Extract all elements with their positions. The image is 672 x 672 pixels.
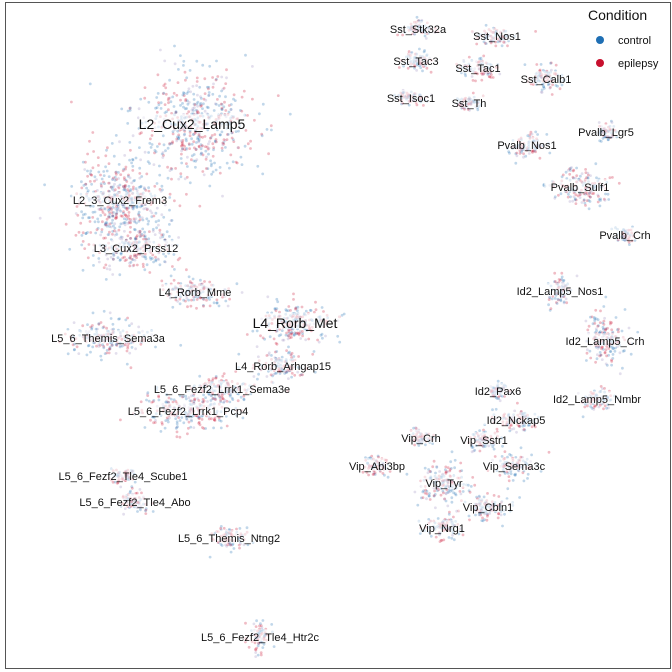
cluster-label-Sst_Nos1: Sst_Nos1 [470, 28, 524, 43]
cluster-label-text: L5_6_Themis_Ntng2 [178, 533, 280, 545]
legend-marker-control [596, 36, 604, 44]
cluster-label-text: L5_6_Fezf2_Tle4_Abo [79, 497, 190, 509]
cluster-label-text: Id2_Lamp5_Nmbr [553, 394, 641, 406]
cluster-label-text: Vip_Cbln1 [463, 502, 514, 514]
cluster-label-text: Sst_Stk32a [390, 24, 447, 36]
cluster-label-text: Id2_Nckap5 [487, 415, 546, 427]
cluster-label-text: Pvalb_Sulf1 [551, 182, 610, 194]
plot-frame [5, 2, 671, 669]
legend-title: Condition [588, 7, 647, 23]
cluster-label-Pvalb_Lgr5: Pvalb_Lgr5 [573, 124, 639, 139]
cluster-label-text: Vip_Tyr [425, 478, 462, 490]
cluster-label-L4_Rorb_Met: L4_Rorb_Met [249, 312, 341, 331]
cluster-label-text: Pvalb_Nos1 [497, 140, 556, 152]
cluster-label-Id2_Lamp5_Crh: Id2_Lamp5_Crh [563, 333, 648, 348]
cluster-label-text: L2_3_Cux2_Frem3 [73, 195, 167, 207]
cluster-label-L5_6_Fezf2_Lrrk1_Sema3e: L5_6_Fezf2_Lrrk1_Sema3e [149, 381, 295, 396]
cluster-label-Sst_Calb1: Sst_Calb1 [516, 71, 576, 86]
cluster-label-Vip_Sstr1: Vip_Sstr1 [454, 432, 514, 447]
cluster-label-text: L2_Cux2_Lamp5 [139, 116, 246, 132]
cluster-label-Sst_Tac3: Sst_Tac3 [389, 53, 443, 68]
cluster-label-L5_6_Themis_Sema3a: L5_6_Themis_Sema3a [50, 330, 166, 345]
cluster-label-Sst_Isoc1: Sst_Isoc1 [381, 90, 441, 105]
cluster-label-text: Id2_Lamp5_Nos1 [517, 286, 604, 298]
cluster-label-text: Pvalb_Lgr5 [578, 127, 634, 139]
cluster-label-Vip_Cbln1: Vip_Cbln1 [458, 499, 518, 514]
cluster-label-L2_3_Cux2_Frem3: L2_3_Cux2_Frem3 [71, 192, 169, 207]
cluster-label-L3_Cux2_Prss12: L3_Cux2_Prss12 [90, 240, 182, 255]
cluster-label-text: L5_6_Fezf2_Lrrk1_Pcp4 [128, 406, 248, 418]
cluster-label-text: L4_Rorb_Met [253, 315, 338, 331]
cluster-label-text: L4_Rorb_Mme [159, 287, 232, 299]
cluster-label-text: L5_6_Themis_Sema3a [51, 333, 166, 345]
cluster-label-L2_Cux2_Lamp5: L2_Cux2_Lamp5 [139, 113, 246, 132]
cluster-label-Sst_Th: Sst_Th [448, 95, 490, 110]
cluster-labels: L2_Cux2_Lamp5 L2_3_Cux2_Frem3 L3_Cux2_Prss… [50, 21, 655, 644]
cluster-label-Vip_Nrg1: Vip_Nrg1 [415, 520, 469, 535]
legend-label-control: control [618, 35, 651, 47]
cluster-label-Pvalb_Nos1: Pvalb_Nos1 [494, 137, 560, 152]
cluster-label-Sst_Tac1: Sst_Tac1 [451, 60, 505, 75]
cluster-label-Id2_Nckap5: Id2_Nckap5 [483, 412, 549, 427]
cluster-label-L5_6_Fezf2_Tle4_Htr2c: L5_6_Fezf2_Tle4_Htr2c [193, 629, 327, 644]
cluster-label-text: Sst_Th [452, 98, 487, 110]
cluster-label-Vip_Tyr: Vip_Tyr [420, 475, 468, 490]
cluster-label-text: Vip_Sstr1 [460, 435, 508, 447]
cluster-label-text: Sst_Tac3 [393, 56, 438, 68]
cluster-label-Pvalb_Crh: Pvalb_Crh [595, 227, 655, 242]
cluster-label-text: L5_6_Fezf2_Lrrk1_Sema3e [154, 384, 290, 396]
cluster-label-text: L3_Cux2_Prss12 [94, 243, 178, 255]
cluster-label-Id2_Lamp5_Nmbr: Id2_Lamp5_Nmbr [551, 391, 643, 406]
cluster-label-text: Vip_Sema3c [483, 461, 546, 473]
cluster-label-text: Sst_Calb1 [521, 74, 572, 86]
cluster-label-text: Sst_Isoc1 [387, 93, 435, 105]
cluster-label-Pvalb_Sulf1: Pvalb_Sulf1 [544, 179, 616, 194]
cluster-label-text: Sst_Nos1 [473, 31, 521, 43]
cluster-label-L4_Rorb_Arhgap15: L4_Rorb_Arhgap15 [231, 358, 335, 373]
legend-label-epilepsy: epilepsy [618, 58, 659, 70]
legend-marker-epilepsy [596, 59, 604, 67]
cluster-label-text: Sst_Tac1 [455, 63, 500, 75]
cluster-label-text: Vip_Abi3bp [349, 461, 405, 473]
cluster-label-text: L4_Rorb_Arhgap15 [235, 361, 331, 373]
cluster-label-Id2_Lamp5_Nos1: Id2_Lamp5_Nos1 [514, 283, 606, 298]
cluster-label-text: Pvalb_Crh [599, 230, 650, 242]
cluster-label-text: L5_6_Fezf2_Tle4_Htr2c [201, 632, 320, 644]
cluster-label-text: Id2_Lamp5_Crh [566, 336, 645, 348]
cluster-label-Vip_Abi3bp: Vip_Abi3bp [344, 458, 410, 473]
cluster-label-Id2_Pax6: Id2_Pax6 [471, 383, 525, 398]
cluster-label-L5_6_Fezf2_Tle4_Scube1: L5_6_Fezf2_Tle4_Scube1 [53, 468, 193, 483]
cluster-label-text: Vip_Crh [401, 433, 441, 445]
cluster-label-L5_6_Fezf2_Tle4_Abo: L5_6_Fezf2_Tle4_Abo [74, 494, 196, 509]
cluster-label-Vip_Sema3c: Vip_Sema3c [481, 458, 547, 473]
cluster-label-text: Vip_Nrg1 [419, 523, 465, 535]
cluster-label-L4_Rorb_Mme: L4_Rorb_Mme [159, 284, 232, 299]
cluster-label-L5_6_Themis_Ntng2: L5_6_Themis_Ntng2 [174, 530, 284, 545]
legend: Condition control epilepsy [588, 7, 659, 70]
cluster-label-L5_6_Fezf2_Lrrk1_Pcp4: L5_6_Fezf2_Lrrk1_Pcp4 [121, 403, 255, 418]
cluster-label-Sst_Stk32a: Sst_Stk32a [385, 21, 451, 36]
cluster-label-text: Id2_Pax6 [475, 386, 521, 398]
cluster-label-text: L5_6_Fezf2_Tle4_Scube1 [58, 471, 187, 483]
cluster-label-Vip_Crh: Vip_Crh [397, 430, 445, 445]
